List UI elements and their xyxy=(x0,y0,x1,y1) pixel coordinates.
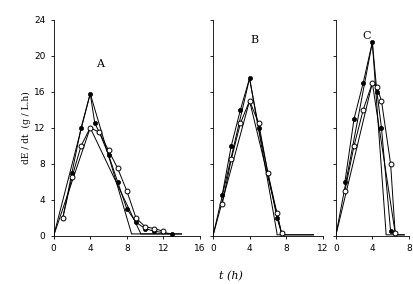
Text: t (h): t (h) xyxy=(219,271,243,281)
Y-axis label: dE / dt  (g / L.h): dE / dt (g / L.h) xyxy=(22,91,31,164)
Text: C: C xyxy=(362,31,371,41)
Text: B: B xyxy=(251,35,259,45)
Text: A: A xyxy=(97,59,104,69)
